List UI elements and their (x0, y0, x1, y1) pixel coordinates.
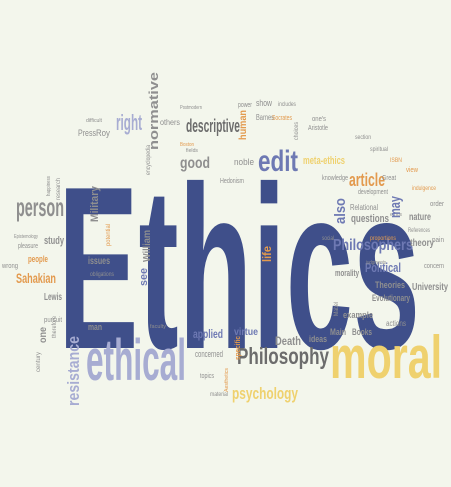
word-political: Political (365, 260, 401, 275)
word-lewis: Lewis (44, 292, 62, 303)
word-ethical: ethical (86, 328, 186, 393)
word-choices: choices (294, 122, 300, 140)
word-relational: Relational (350, 203, 378, 212)
word-great: Great (382, 175, 396, 182)
word-theories: Theories (375, 280, 405, 290)
word-meta-ethics: meta-ethics (303, 155, 345, 167)
word-study: study (44, 235, 65, 247)
word-aristotle: Aristotle (308, 125, 328, 132)
word-virtue: virtue (234, 327, 258, 338)
word-proportions: proportions (370, 236, 396, 242)
word-morality: morality (335, 268, 359, 278)
word-boston: Boston (180, 142, 194, 148)
word-moral: moral (330, 324, 442, 391)
word-may: may (387, 196, 404, 218)
word-university: University (412, 282, 448, 293)
word-death: Death (275, 334, 301, 348)
word-aesthetics: Aesthetics (224, 367, 230, 392)
word-knowledge: knowledge (322, 175, 348, 182)
word-person: person (16, 192, 64, 222)
word-philosophers: Philosophers (333, 237, 413, 254)
word-potential: potential (106, 224, 112, 246)
word-roy: Roy (96, 128, 110, 138)
word-century: century (36, 352, 42, 372)
word-indulgence: indulgence (412, 186, 437, 192)
word-noble: noble (234, 157, 254, 167)
word-issues: issues (88, 256, 110, 267)
word-topics: topics (200, 373, 214, 380)
word-power: power (238, 102, 252, 109)
word-material: material (210, 392, 228, 398)
word-philosophy: Philosophy (237, 343, 329, 369)
word-concerned: concerned (195, 349, 223, 359)
word-section: section (355, 135, 371, 141)
word-pleasure: pleasure (18, 243, 38, 250)
word-article: article (349, 170, 385, 190)
word-mabel: Mabel (334, 302, 340, 316)
word-good: good (180, 155, 210, 172)
word-show: show (256, 98, 272, 108)
word-obligations: obligations (90, 272, 114, 278)
word-press: Press (78, 128, 96, 138)
word-faculty: faculty (150, 324, 167, 330)
word-psychology: psychology (232, 384, 298, 403)
word-concern: concern (424, 263, 444, 270)
word-references: References (408, 228, 430, 234)
word-includes: includes (278, 102, 296, 108)
word-therefore: therefore (52, 315, 58, 338)
word-development: development (358, 189, 388, 196)
word-descriptive: descriptive (186, 116, 240, 136)
word-socrates: Socrates (272, 115, 292, 122)
word-human: human (238, 110, 249, 140)
word-right: right (116, 110, 142, 135)
word-see: see (138, 268, 150, 286)
word-research: research (56, 178, 62, 200)
word-example: example (343, 310, 373, 320)
word-encyclopedia: encyclopedia (146, 144, 152, 175)
word-life: life (260, 246, 274, 262)
word-books: Books (352, 327, 372, 337)
word-questions: questions (351, 213, 389, 225)
word-postmodern: Postmodern (180, 105, 202, 111)
word-edit: edit (258, 145, 298, 178)
word-ethos: ethos (390, 212, 402, 218)
word-theory: theory (410, 238, 434, 249)
word-sahakian: Sahakian (16, 270, 56, 286)
word-main: Main (330, 327, 346, 337)
word-actions: actions (386, 319, 406, 328)
word-ideas: ideas (309, 334, 327, 344)
word-happiness: happiness (46, 176, 52, 196)
word-others: others (160, 118, 180, 127)
word-ones: one's (312, 116, 326, 123)
word-specific: specific (235, 336, 242, 360)
word-fields: fields (186, 148, 198, 154)
word-also: also (332, 198, 349, 224)
word-pain: pain (432, 237, 444, 244)
word-resistance: resistance (64, 336, 83, 406)
word-difficult: difficult (86, 118, 103, 124)
word-nature: nature (409, 212, 431, 223)
word-normative: normative (146, 72, 161, 150)
word-evolutionary: Evolutionary (372, 293, 410, 303)
word-applied: applied (193, 327, 223, 341)
word-pursuit: pursuit (44, 317, 62, 324)
word-order: order (430, 201, 445, 208)
word-man: man (88, 322, 102, 332)
word-isbn: ISBN (390, 158, 402, 164)
word-barnes: Barnes (256, 113, 274, 122)
word-people: people (28, 254, 48, 264)
word-wrong: wrong (1, 263, 18, 270)
word-william: William (142, 230, 153, 262)
word-judgments: judgments (365, 260, 386, 266)
word-epistemology: Epistemology (14, 234, 38, 240)
word-ethics: Ethics (58, 139, 420, 398)
word-hedonism: Hedonism (220, 178, 244, 185)
word-one: one (38, 327, 49, 343)
word-military: Military (89, 185, 101, 222)
word-social: social (322, 236, 334, 242)
word-spiritual: spiritual (370, 147, 388, 153)
word-view: view (406, 167, 419, 174)
